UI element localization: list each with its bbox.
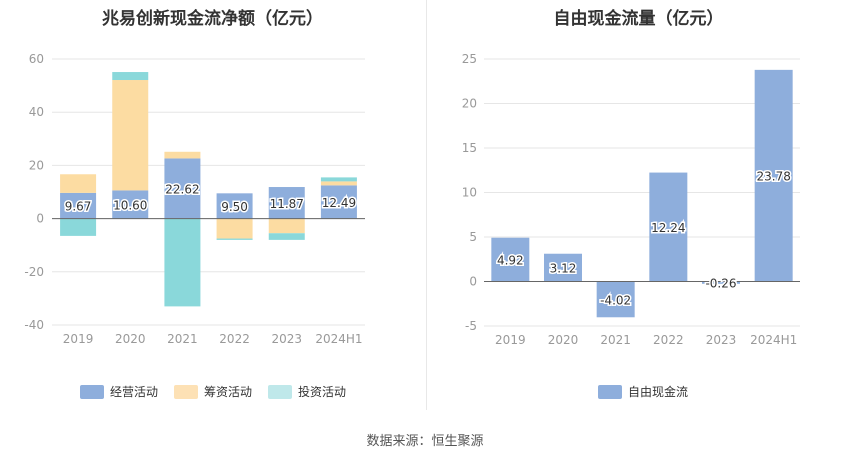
bar-经营活动 <box>216 193 253 219</box>
data-label: 9.67 <box>65 200 92 214</box>
legend-label: 筹资活动 <box>204 385 253 399</box>
x-tick-label: 2022 <box>653 333 684 347</box>
y-tick-label: 5 <box>469 230 477 244</box>
x-tick-label: 2019 <box>495 333 526 347</box>
bar-筹资活动 <box>320 181 357 186</box>
left-chart-title: 兆易创新现金流净额（亿元） <box>102 9 323 29</box>
bar-筹资活动 <box>268 218 305 234</box>
legend-swatch <box>80 384 104 399</box>
right-chart-title: 自由现金流量（亿元） <box>553 9 724 29</box>
data-label: 12.49 <box>322 196 356 210</box>
legend-label: 经营活动 <box>110 385 159 399</box>
bar-经营活动 <box>164 158 201 219</box>
legend-item[interactable]: 经营活动 <box>80 383 158 400</box>
bar-筹资活动 <box>112 80 149 191</box>
legend-swatch <box>174 384 199 399</box>
x-tick-label: 2020 <box>548 333 579 347</box>
x-tick-label: 2021 <box>600 333 631 347</box>
bar-筹资活动 <box>216 218 253 239</box>
data-label: 3.12 <box>550 262 577 276</box>
bar-自由现金流 <box>754 69 793 282</box>
y-tick-label: 0 <box>469 275 477 289</box>
y-tick-label: 15 <box>462 141 477 155</box>
x-tick-label: 2021 <box>167 332 198 346</box>
y-tick-label: 10 <box>462 186 477 200</box>
bar-投资活动 <box>268 233 305 240</box>
x-tick-label: 2024H1 <box>750 333 797 347</box>
bar-自由现金流 <box>702 281 740 284</box>
data-label: 4.92 <box>497 254 524 268</box>
legend-item[interactable]: 投资活动 <box>268 383 346 400</box>
y-tick-label: 60 <box>29 52 44 66</box>
y-tick-label: 20 <box>29 158 44 172</box>
x-tick-label: 2020 <box>115 332 146 346</box>
bar-筹资活动 <box>164 151 201 159</box>
bar-投资活动 <box>216 238 253 240</box>
bar-经营活动 <box>268 187 305 219</box>
data-label: -4.02 <box>600 293 631 307</box>
left-legend: 经营活动 筹资活动 投资活动 <box>80 383 362 400</box>
bar-经营活动 <box>112 190 149 219</box>
data-label: 22.62 <box>165 183 199 197</box>
y-tick-label: 0 <box>36 212 44 226</box>
data-label: 10.60 <box>113 199 147 213</box>
data-label: -0.26 <box>705 277 736 291</box>
data-source-note: 数据来源：恒生聚源 <box>366 434 484 449</box>
bar-投资活动 <box>112 72 149 81</box>
bar-筹资活动 <box>60 174 97 193</box>
y-tick-label: 20 <box>462 97 477 111</box>
bar-自由现金流 <box>491 237 530 282</box>
y-tick-label: 25 <box>462 52 477 66</box>
x-tick-label: 2022 <box>219 332 250 346</box>
bar-经营活动 <box>320 185 357 219</box>
legend-label: 自由现金流 <box>628 385 689 399</box>
data-label: 23.78 <box>756 170 790 184</box>
panel-divider <box>426 0 427 410</box>
right-legend: 自由现金流 <box>598 383 704 400</box>
y-tick-label: -40 <box>24 318 44 332</box>
x-tick-label: 2023 <box>706 333 737 347</box>
x-tick-label: 2024H1 <box>315 332 362 346</box>
bar-投资活动 <box>60 218 97 236</box>
legend-item[interactable]: 筹资活动 <box>174 383 252 400</box>
legend-swatch <box>268 384 293 399</box>
x-tick-label: 2019 <box>63 332 94 346</box>
bar-自由现金流 <box>596 281 635 318</box>
bar-投资活动 <box>320 177 357 182</box>
x-tick-label: 2023 <box>271 332 302 346</box>
bar-经营活动 <box>60 192 97 219</box>
legend-label: 投资活动 <box>298 385 347 399</box>
data-label: 12.24 <box>651 221 685 235</box>
y-tick-label: 40 <box>29 105 44 119</box>
legend-item[interactable]: 自由现金流 <box>598 383 688 400</box>
legend-swatch <box>598 384 622 399</box>
data-label: 11.87 <box>270 197 304 211</box>
bar-投资活动 <box>164 218 201 307</box>
bar-自由现金流 <box>544 253 582 282</box>
data-label: 9.50 <box>221 200 248 214</box>
bar-自由现金流 <box>649 172 688 282</box>
y-tick-label: -20 <box>24 265 44 279</box>
y-tick-label: -5 <box>465 319 477 333</box>
